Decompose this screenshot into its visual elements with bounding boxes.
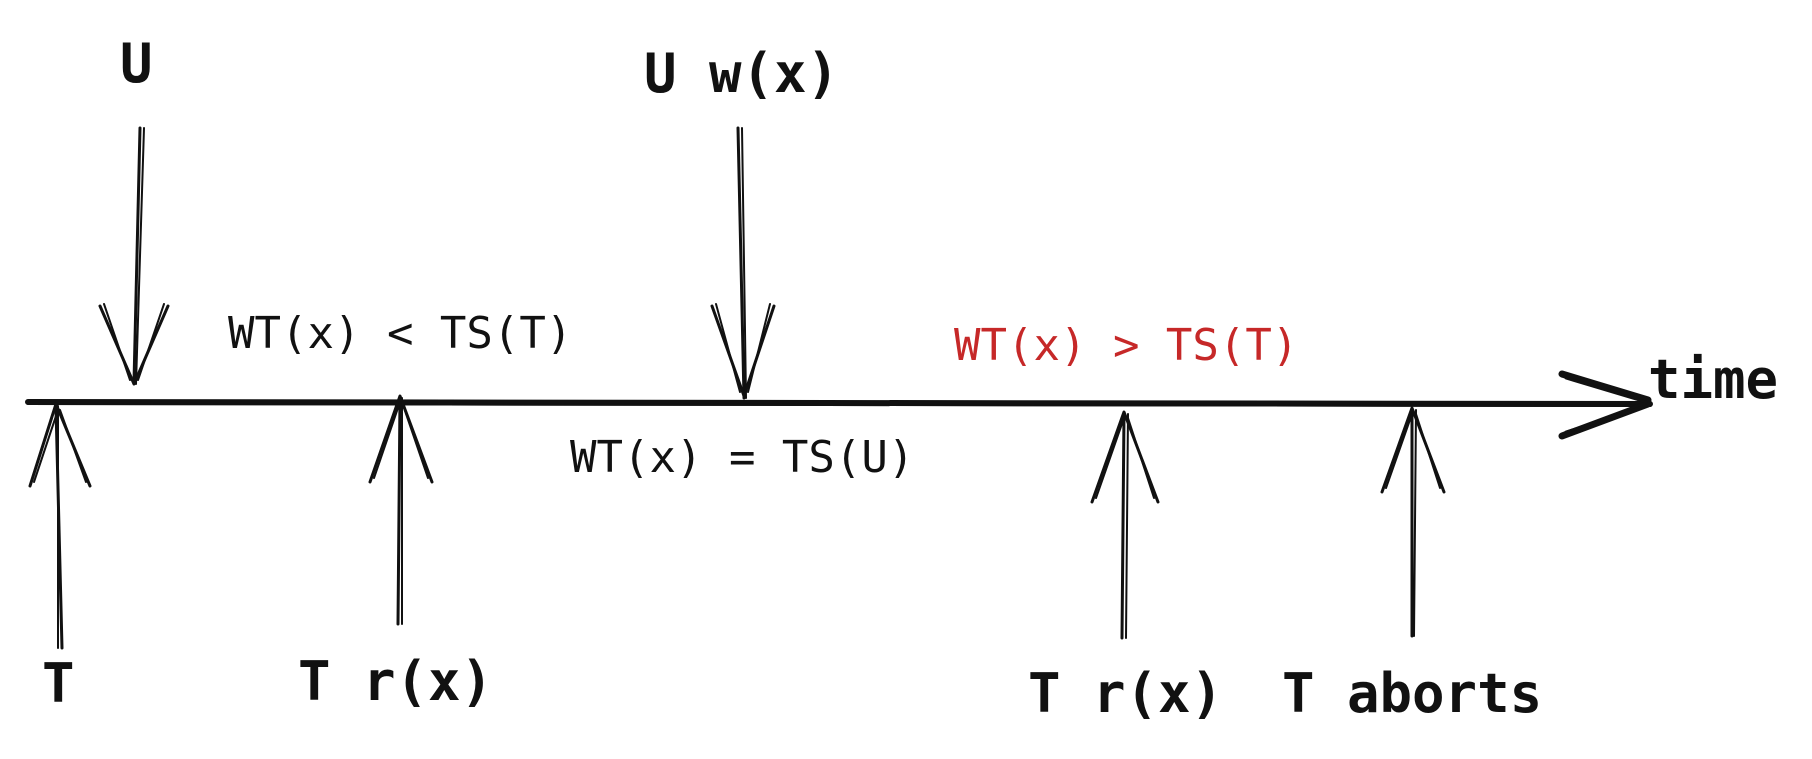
t-start-arrow (28, 402, 92, 650)
condition-after-write: WT(x) > TS(T) (954, 320, 1298, 371)
t-read-2-arrow (1090, 410, 1160, 640)
u-start-arrow (98, 126, 170, 386)
condition-at-write: WT(x) = TS(U) (570, 432, 914, 483)
time-axis (25, 370, 1653, 440)
time-axis-line (25, 399, 1653, 407)
u-write-arrow (710, 126, 776, 400)
t-start-label: T (42, 652, 75, 715)
t-read-2-label: T r(x) (1028, 662, 1223, 725)
u-start-label: U (120, 32, 153, 95)
t-aborts-label: T aborts (1282, 662, 1542, 725)
u-write-label: U w(x) (644, 42, 839, 105)
condition-before-write: WT(x) < TS(T) (228, 308, 572, 359)
t-read-1-label: T r(x) (298, 650, 493, 713)
time-axis-label: time (1648, 348, 1778, 411)
t-read-1-arrow (368, 394, 434, 626)
t-aborts-arrow (1380, 406, 1446, 638)
